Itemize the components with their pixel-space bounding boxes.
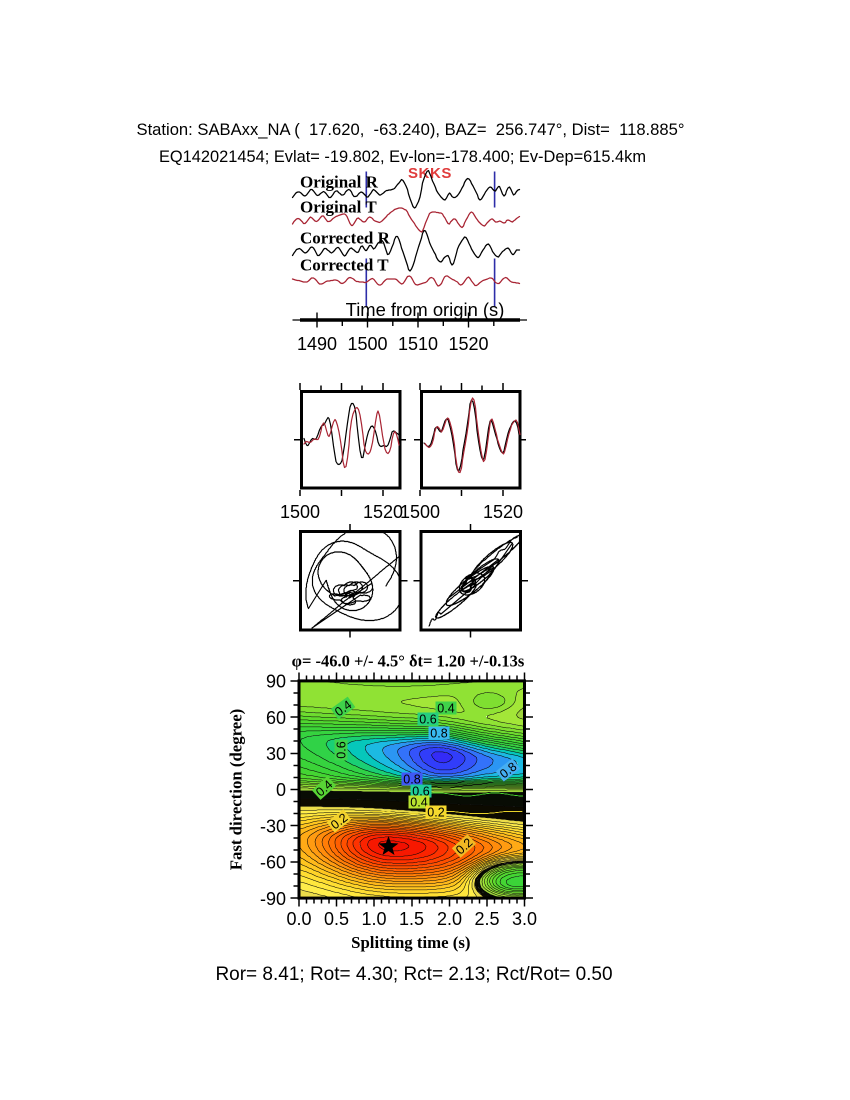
svg-text:1490: 1490 [297,334,337,354]
svg-text:-90: -90 [260,889,286,909]
svg-text:Time from origin (s): Time from origin (s) [346,299,505,320]
svg-text:1520: 1520 [483,502,523,522]
svg-text:0.6: 0.6 [419,713,436,727]
svg-text:Original R: Original R [300,173,379,192]
svg-text:90: 90 [266,672,286,692]
svg-text:1510: 1510 [398,334,438,354]
svg-text:0.4: 0.4 [437,702,454,716]
svg-text:-30: -30 [260,817,286,837]
svg-text:Corrected T: Corrected T [300,256,389,275]
svg-text:1500: 1500 [347,334,387,354]
svg-text:2.5: 2.5 [474,909,499,929]
svg-text:0.2: 0.2 [427,806,444,820]
svg-text:0.6: 0.6 [335,741,349,758]
svg-text:0: 0 [276,780,286,800]
svg-text:60: 60 [266,708,286,728]
svg-text:Fast direction (degree): Fast direction (degree) [227,709,246,871]
svg-text:2.0: 2.0 [437,909,462,929]
svg-text:0.8: 0.8 [430,727,447,741]
svg-text:1500: 1500 [280,502,320,522]
svg-text:1520: 1520 [448,334,488,354]
svg-text:1.0: 1.0 [361,909,386,929]
svg-text:φ= -46.0 +/- 4.5° δt= 1.20 +/-: φ= -46.0 +/- 4.5° δt= 1.20 +/-0.13s [292,652,525,671]
svg-text:0.5: 0.5 [324,909,349,929]
svg-text:3.0: 3.0 [512,909,537,929]
svg-text:1520: 1520 [363,502,403,522]
svg-text:EQ142021454; Evlat= -19.802, E: EQ142021454; Evlat= -19.802, Ev-lon=-178… [159,148,646,166]
svg-text:0.8: 0.8 [403,773,420,787]
svg-text:Ror= 8.41; Rot= 4.30; Rct= 2.1: Ror= 8.41; Rot= 4.30; Rct= 2.13; Rct/Rot… [215,964,612,985]
svg-text:Original T: Original T [300,198,377,217]
svg-text:0.4: 0.4 [410,796,427,810]
svg-text:30: 30 [266,744,286,764]
svg-text:-60: -60 [260,853,286,873]
svg-text:Corrected R: Corrected R [300,229,391,248]
svg-text:0.0: 0.0 [286,909,311,929]
svg-text:Station: SABAxx_NA ( 17.620,: Station: SABAxx_NA ( 17.620, -63.240), B… [137,120,685,139]
svg-text:1.5: 1.5 [399,909,424,929]
svg-text:1500: 1500 [400,502,440,522]
svg-text:0.6: 0.6 [412,785,429,799]
svg-text:Splitting time (s): Splitting time (s) [351,933,470,952]
